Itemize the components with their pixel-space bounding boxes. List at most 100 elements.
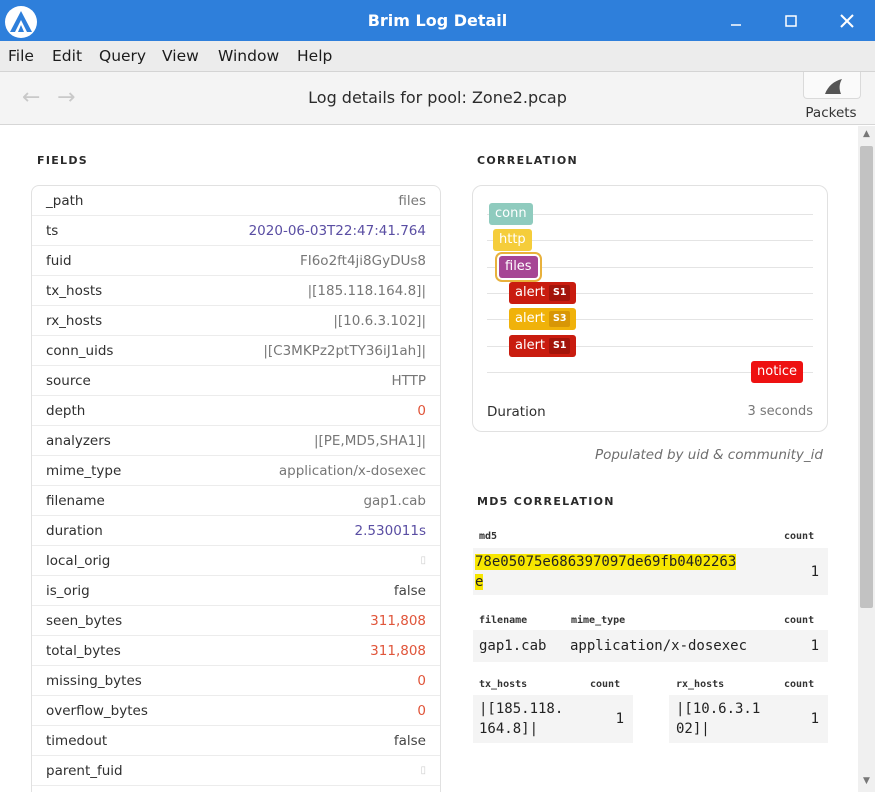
correlation-event-alert[interactable]: alert S1	[509, 282, 577, 304]
field-name: depth	[46, 403, 86, 419]
fields-title: FIELDS	[37, 154, 88, 167]
field-value[interactable]: HTTP	[391, 373, 426, 389]
field-value[interactable]: gap1.cab	[363, 493, 426, 509]
rx-hosts-value-line1: |[10.6.3.1	[676, 701, 761, 717]
menu-file[interactable]: File	[8, 47, 34, 65]
field-row[interactable]: conn_uids |[C3MKPz2ptTY36iJ1ah]|	[32, 336, 440, 366]
field-row[interactable]: overflow_bytes 0	[32, 696, 440, 726]
field-value[interactable]: ▯	[420, 555, 426, 566]
field-value[interactable]: 0	[417, 703, 426, 719]
field-value[interactable]: FI6o2ft4ji8GyDUs8	[299, 253, 426, 269]
menu-view[interactable]: View	[162, 47, 199, 65]
md5-correlation-title: MD5 CORRELATION	[477, 495, 615, 508]
field-name: overflow_bytes	[46, 703, 148, 719]
field-row[interactable]: tx_hosts |[185.118.164.8]|	[32, 276, 440, 306]
field-row[interactable]: seen_bytes 311,808	[32, 606, 440, 636]
packets-button-top	[803, 72, 861, 99]
forward-arrow-icon[interactable]: →	[57, 85, 76, 110]
field-name: is_orig	[46, 583, 90, 599]
field-value[interactable]: false	[393, 583, 426, 599]
event-label: http	[499, 232, 526, 247]
field-value[interactable]: files	[398, 193, 426, 209]
correlation-line	[487, 319, 813, 320]
correlation-event-http[interactable]: http	[493, 229, 532, 251]
menu-help[interactable]: Help	[297, 47, 333, 65]
field-row[interactable]: fuid FI6o2ft4ji8GyDUs8	[32, 246, 440, 276]
field-row[interactable]: duration 2.530011s	[32, 516, 440, 546]
scroll-down-arrow-icon[interactable]: ▼	[863, 776, 870, 786]
file-count-column-header: count	[784, 615, 815, 626]
field-value[interactable]: 0	[417, 673, 426, 689]
correlation-line	[487, 267, 813, 268]
mime-type-value: application/x-dosexec	[570, 638, 748, 654]
correlation-event-notice[interactable]: notice	[751, 361, 804, 383]
back-arrow-icon[interactable]: ←	[22, 85, 41, 110]
field-row[interactable]: total_bytes 311,808	[32, 636, 440, 666]
correlation-event-conn[interactable]: conn	[489, 203, 533, 225]
duration-label: Duration	[487, 404, 546, 420]
filename-column-header: filename	[479, 615, 528, 626]
scrollbar-thumb[interactable]	[860, 146, 873, 608]
menu-window[interactable]: Window	[218, 47, 280, 65]
shark-fin-icon	[825, 79, 842, 94]
maximize-button[interactable]	[778, 8, 804, 34]
correlation-event-alert[interactable]: alert S3	[509, 308, 577, 330]
field-row[interactable]: timedout false	[32, 726, 440, 756]
field-row[interactable]: parent_fuid ▯	[32, 756, 440, 786]
field-name: _path	[46, 193, 84, 209]
tx-hosts-row[interactable]: |[185.118. 164.8]| 1	[473, 695, 633, 743]
tx-count-value: 1	[615, 711, 624, 727]
menu-query[interactable]: Query	[99, 47, 147, 65]
field-name: local_orig	[46, 553, 111, 569]
field-value[interactable]: 311,808	[370, 643, 426, 659]
fields-card: _path files ts 2020-06-03T22:47:41.764 fuid F…	[31, 185, 441, 792]
event-label: files	[505, 259, 532, 274]
correlation-event-alert[interactable]: alert S1	[509, 335, 577, 357]
close-button[interactable]	[834, 8, 860, 34]
field-value[interactable]: 311,808	[370, 613, 426, 629]
field-value[interactable]: |[185.118.164.8]|	[307, 283, 426, 299]
md5-value[interactable]: 78e05075e686397097de69fb0402263 e	[475, 552, 737, 592]
field-value[interactable]: ▯	[420, 765, 426, 776]
field-name: parent_fuid	[46, 763, 123, 779]
field-row[interactable]: mime_type application/x-dosexec	[32, 456, 440, 486]
menu-edit[interactable]: Edit	[52, 47, 83, 65]
field-row[interactable]: filename gap1.cab	[32, 486, 440, 516]
field-value[interactable]: |[10.6.3.102]|	[333, 313, 426, 329]
field-row[interactable]: local_orig ▯	[32, 546, 440, 576]
correlation-event-files[interactable]: files	[499, 256, 538, 278]
field-value[interactable]: 0	[417, 403, 426, 419]
event-label: alert	[515, 285, 546, 300]
field-value[interactable]: |[C3MKPz2ptTY36iJ1ah]|	[263, 343, 426, 359]
correlation-line	[487, 293, 813, 294]
duration-value: 3 seconds	[747, 404, 813, 419]
scroll-up-arrow-icon[interactable]: ▲	[863, 129, 870, 139]
field-row[interactable]: is_orig false	[32, 576, 440, 606]
field-row[interactable]: missing_bytes 0	[32, 666, 440, 696]
md5-row[interactable]: 78e05075e686397097de69fb0402263 e 1	[473, 548, 828, 595]
field-row[interactable]: analyzers |[PE,MD5,SHA1]|	[32, 426, 440, 456]
field-row[interactable]: source HTTP	[32, 366, 440, 396]
field-name: analyzers	[46, 433, 111, 449]
field-name: mime_type	[46, 463, 122, 479]
rx-hosts-row[interactable]: |[10.6.3.1 02]| 1	[669, 695, 828, 743]
filename-row[interactable]: gap1.cab application/x-dosexec 1	[473, 630, 828, 662]
field-row[interactable]: _path files	[32, 186, 440, 216]
field-name: conn_uids	[46, 343, 114, 359]
filename-value: gap1.cab	[479, 638, 547, 654]
field-value[interactable]: false	[393, 733, 426, 749]
field-row[interactable]: depth 0	[32, 396, 440, 426]
field-value[interactable]: 2.530011s	[354, 523, 426, 539]
count-column-header: count	[784, 531, 815, 542]
correlation-line	[487, 346, 813, 347]
packets-button[interactable]: Packets	[801, 72, 861, 125]
file-count-value: 1	[810, 638, 819, 654]
field-value[interactable]: 2020-06-03T22:47:41.764	[248, 223, 426, 239]
page-title: Log details for pool: Zone2.pcap	[308, 88, 567, 107]
field-row[interactable]: rx_hosts |[10.6.3.102]|	[32, 306, 440, 336]
minimize-button[interactable]	[723, 8, 749, 34]
field-value[interactable]: application/x-dosexec	[278, 463, 426, 479]
correlation-line	[487, 240, 813, 241]
field-value[interactable]: |[PE,MD5,SHA1]|	[313, 433, 426, 449]
field-row[interactable]: ts 2020-06-03T22:47:41.764	[32, 216, 440, 246]
